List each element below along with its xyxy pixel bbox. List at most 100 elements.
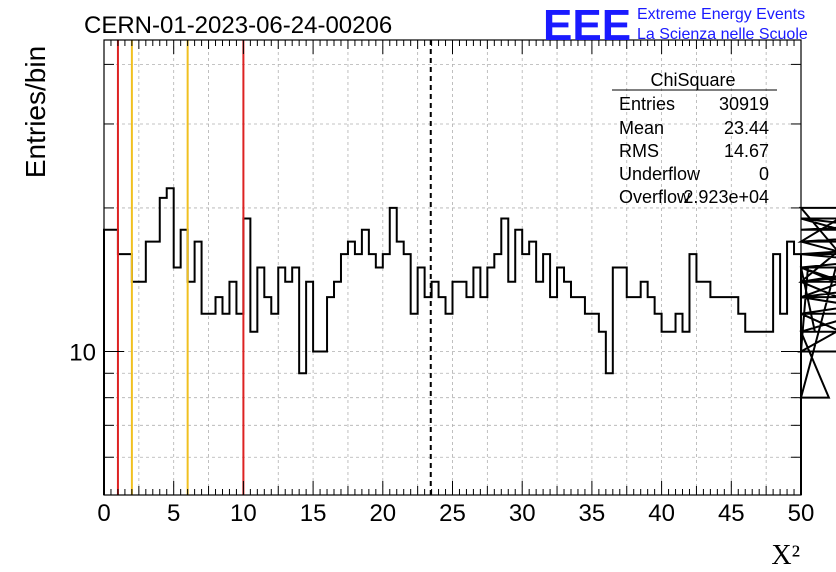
histogram-bin bbox=[167, 188, 174, 495]
histogram-bin bbox=[397, 242, 404, 495]
histogram-bin bbox=[453, 282, 460, 495]
histogram-bin bbox=[362, 230, 369, 495]
histogram-bin bbox=[522, 254, 529, 495]
x-axis-label: X² bbox=[771, 540, 800, 571]
stats-label-entries: Entries bbox=[619, 94, 675, 114]
stats-value-entries: 30919 bbox=[719, 94, 769, 114]
histogram-bin bbox=[132, 282, 139, 495]
histogram-bin bbox=[689, 254, 696, 495]
histogram-bin bbox=[202, 314, 209, 495]
histogram-bin bbox=[348, 242, 355, 495]
stats-value-mean: 23.44 bbox=[724, 118, 769, 138]
histogram-bin bbox=[648, 297, 655, 495]
x-tick-label: 50 bbox=[788, 500, 815, 527]
histogram-bin bbox=[125, 254, 132, 495]
histogram-bin bbox=[494, 254, 501, 495]
histogram-bin bbox=[341, 254, 348, 495]
eee-logo-text: EEE bbox=[543, 1, 631, 50]
histogram-bin bbox=[271, 314, 278, 495]
histogram-bin bbox=[599, 332, 606, 495]
histogram-bin bbox=[181, 230, 188, 495]
histogram-bin bbox=[264, 297, 271, 495]
x-tick-label: 15 bbox=[300, 500, 327, 527]
x-tick-label: 35 bbox=[579, 500, 606, 527]
histogram-bin bbox=[759, 332, 766, 495]
histogram-bin bbox=[146, 242, 153, 495]
histogram-bin bbox=[285, 282, 292, 495]
histogram-bin bbox=[160, 198, 167, 495]
histogram-bin bbox=[216, 297, 223, 495]
histogram-bin bbox=[278, 268, 285, 496]
histogram-bin bbox=[188, 282, 195, 495]
x-tick-label: 0 bbox=[97, 500, 110, 527]
chart-title: CERN-01-2023-06-24-00206 bbox=[84, 12, 392, 39]
histogram-bin bbox=[473, 268, 480, 496]
histogram-bin bbox=[418, 268, 425, 496]
histogram-bin bbox=[209, 314, 216, 495]
stats-value-overflow: 2.923e+04 bbox=[683, 187, 769, 207]
histogram-bin bbox=[306, 282, 313, 495]
histogram-bin bbox=[557, 268, 564, 496]
x-tick-label: 45 bbox=[718, 500, 745, 527]
y-tick-labels: 10 bbox=[69, 339, 96, 366]
histogram-bin bbox=[355, 254, 362, 495]
histogram-bin bbox=[683, 332, 690, 495]
histogram-bin bbox=[724, 297, 731, 495]
histogram-bin bbox=[550, 297, 557, 495]
histogram-bin bbox=[313, 351, 320, 495]
histogram-bin bbox=[174, 268, 181, 496]
histogram-bin bbox=[118, 254, 125, 495]
histogram-bin bbox=[390, 208, 397, 495]
logo-subtitle-2: La Scienza nelle Scuole bbox=[637, 26, 808, 43]
histogram-bin bbox=[432, 282, 439, 495]
histogram-bin bbox=[780, 314, 787, 495]
histogram-bin bbox=[376, 268, 383, 496]
x-tick-label: 30 bbox=[509, 500, 536, 527]
x-tick-label: 40 bbox=[648, 500, 675, 527]
histogram-bin bbox=[139, 282, 146, 495]
y-axis-label: Entries/bin bbox=[20, 46, 51, 178]
histogram-bin bbox=[794, 254, 801, 495]
stats-box: ChiSquare Entries 30919 Mean 23.44 RMS 1… bbox=[612, 70, 777, 207]
stats-label-overflow: Overflow bbox=[619, 187, 691, 207]
histogram-bin bbox=[662, 332, 669, 495]
histogram-bin bbox=[738, 314, 745, 495]
histogram-bin bbox=[703, 282, 710, 495]
histogram-bin bbox=[571, 297, 578, 495]
histogram-bin bbox=[229, 282, 236, 495]
x-tick-label: 5 bbox=[167, 500, 180, 527]
histogram-bin bbox=[104, 230, 111, 495]
histogram-bin bbox=[508, 282, 515, 495]
histogram-bin bbox=[696, 282, 703, 495]
stats-label-mean: Mean bbox=[619, 118, 664, 138]
histogram-bin bbox=[717, 297, 724, 495]
histogram-bin bbox=[383, 254, 390, 495]
histogram-bin bbox=[634, 297, 641, 495]
histogram-bin bbox=[236, 314, 243, 495]
histogram-bin bbox=[222, 314, 229, 495]
histogram-bin bbox=[404, 254, 411, 495]
histogram-bin bbox=[153, 242, 160, 495]
histogram-bin bbox=[578, 297, 585, 495]
x-tick-label: 25 bbox=[439, 500, 466, 527]
histogram-bin bbox=[655, 314, 662, 495]
histogram-bin bbox=[250, 332, 257, 495]
eee-logo: EEE Extreme Energy Events La Scienza nel… bbox=[543, 1, 808, 50]
histogram-bin bbox=[752, 332, 759, 495]
histogram-bin bbox=[627, 297, 634, 495]
histogram-bin bbox=[369, 254, 376, 495]
histogram-bin bbox=[111, 230, 118, 495]
histogram-outline bbox=[103, 187, 836, 495]
histogram-bin bbox=[411, 314, 418, 495]
histogram-bin bbox=[585, 314, 592, 495]
histogram-bin bbox=[243, 219, 250, 495]
histogram-bin bbox=[299, 373, 306, 495]
histogram-bin bbox=[292, 268, 299, 496]
histogram-bin bbox=[592, 314, 599, 495]
histogram-bin bbox=[459, 282, 466, 495]
histogram-bin bbox=[676, 314, 683, 495]
stats-label-rms: RMS bbox=[619, 141, 659, 161]
histogram-bin bbox=[487, 268, 494, 496]
histogram-bin bbox=[710, 297, 717, 495]
